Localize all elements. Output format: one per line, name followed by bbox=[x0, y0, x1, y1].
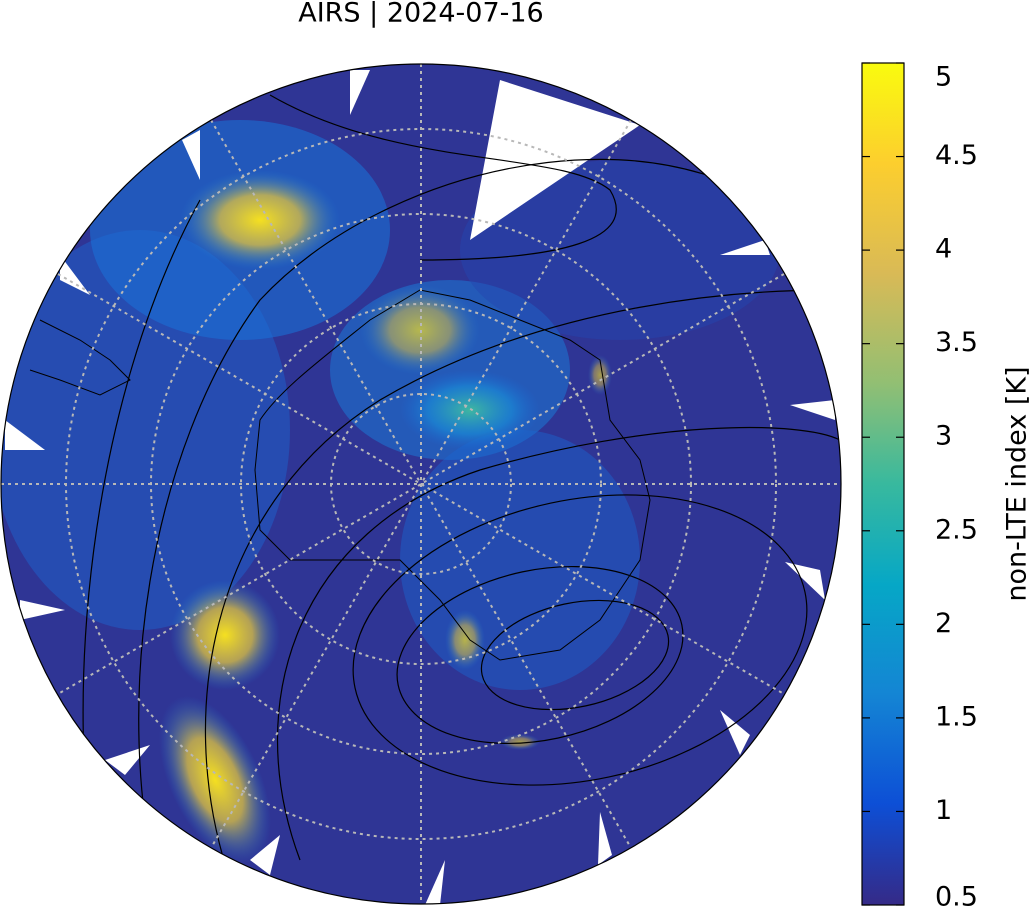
tick-label: 2 bbox=[935, 608, 952, 639]
colorbar-label: non-LTE index [K] bbox=[1002, 366, 1032, 601]
tick-label: 3.5 bbox=[935, 327, 978, 358]
colorbar bbox=[861, 62, 905, 906]
tick-label: 3 bbox=[935, 421, 952, 452]
tick-label: 1.5 bbox=[935, 701, 978, 732]
colorbar-ticks: 0.5 1 1.5 2 2.5 3 3.5 4 4.5 5 bbox=[862, 62, 978, 913]
tick-label: 4 bbox=[935, 234, 952, 265]
tick-label: 5 bbox=[935, 62, 952, 93]
map bbox=[1, 64, 841, 904]
tick-label: 2.5 bbox=[935, 514, 978, 545]
tick-label: 4.5 bbox=[935, 140, 978, 171]
tick-label: 1 bbox=[935, 795, 952, 826]
title: AIRS | 2024-07-16 bbox=[298, 0, 544, 29]
tick-label: 0.5 bbox=[935, 882, 978, 913]
map-border bbox=[0, 63, 842, 905]
